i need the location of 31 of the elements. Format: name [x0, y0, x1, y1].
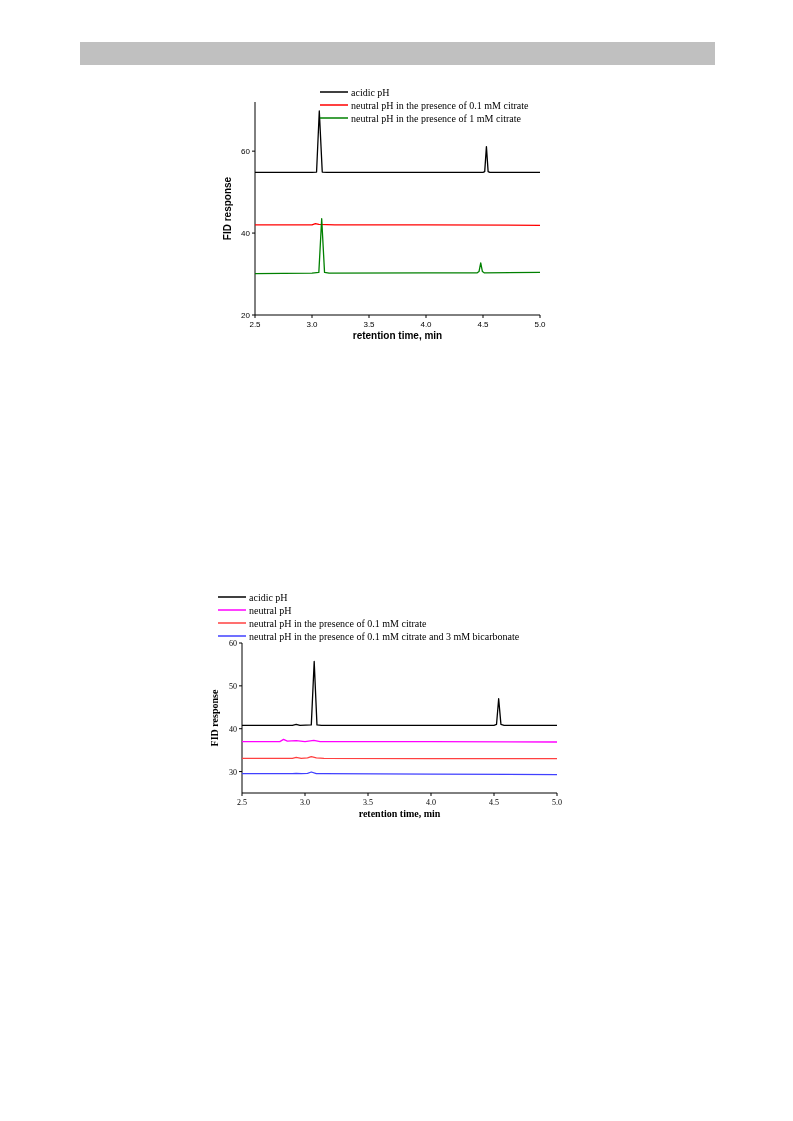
legend-label: neutral pH in the presence of 0.1 mM citrate	[351, 99, 529, 111]
x-tick-label: 3.5	[363, 798, 373, 807]
y-axis-title: FID response	[222, 176, 233, 241]
y-tick-label: 40	[229, 724, 237, 734]
x-tick-label: 4.0	[420, 320, 433, 329]
x-tick-label: 3.0	[306, 320, 319, 329]
legend-label: neutral pH in the presence of 0.1 mM citrate	[249, 617, 427, 629]
legend-label: neutral pH in the presence of 1 mM citrate	[351, 112, 522, 124]
y-tick-label: 40	[241, 229, 251, 239]
x-tick-label: 2.5	[237, 798, 247, 807]
x-axis-title: retention time, min	[358, 808, 441, 819]
x-tick-label: 2.5	[249, 320, 262, 329]
y-tick-label: 60	[241, 147, 251, 157]
x-tick-label: 4.0	[426, 798, 436, 807]
x-tick-label: 4.5	[477, 320, 490, 329]
x-axis-title: retention time, min	[352, 330, 443, 341]
x-tick-label: 5.0	[534, 320, 547, 329]
line-series	[254, 218, 541, 275]
legend-label: acidic pH	[351, 86, 390, 98]
y-tick-label: 60	[229, 639, 237, 648]
y-tick-label: 50	[229, 681, 237, 691]
y-tick-label: 20	[241, 311, 251, 320]
legend-label: neutral pH in the presence of 0.1 mM citrate and 3 mM bicarbonate	[249, 630, 520, 642]
y-tick-label: 30	[229, 767, 237, 777]
legend-label: acidic pH	[249, 591, 288, 603]
legend-label: neutral pH	[249, 604, 292, 616]
x-tick-label: 5.0	[552, 798, 562, 807]
x-tick-label: 3.5	[363, 320, 376, 329]
x-tick-label: 4.5	[489, 798, 499, 807]
x-tick-label: 3.0	[300, 798, 310, 807]
y-axis-title: FID response	[209, 689, 220, 747]
